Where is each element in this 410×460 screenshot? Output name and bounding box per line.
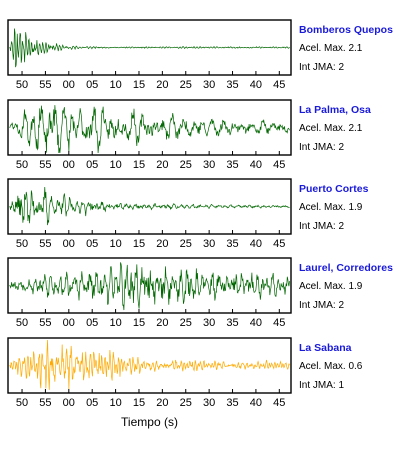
x-tick-label: 20 [156,159,168,171]
x-tick-label: 50 [16,159,28,171]
station-name: Laurel, Corredores [299,262,393,274]
x-tick-label: 10 [109,79,121,91]
x-tick-label: 30 [203,159,215,171]
x-tick-label: 45 [273,238,285,250]
waveform-line [9,339,290,390]
panel-frame [7,178,292,235]
station-name: La Sabana [299,342,352,354]
accel-max-label: Acel. Max. 1.9 [299,281,363,292]
x-tick-label: 25 [180,317,192,329]
x-tick-label: 40 [250,238,262,250]
x-tick-label: 00 [63,159,75,171]
x-tick-label: 20 [156,317,168,329]
x-tick-label: 10 [109,238,121,250]
x-tick-label: 55 [39,238,51,250]
x-tick-label: 15 [133,397,145,409]
x-tick-label: 25 [180,238,192,250]
x-tick-label: 30 [203,79,215,91]
x-tick-label: 35 [226,159,238,171]
jma-intensity-label: Int JMA: 1 [299,380,344,391]
x-tick-label: 50 [16,397,28,409]
x-tick-label: 55 [39,159,51,171]
x-tick-label: 50 [16,79,28,91]
x-tick-label: 25 [180,79,192,91]
station-name: Puerto Cortes [299,183,369,195]
x-tick-label: 25 [180,159,192,171]
accel-max-label: Acel. Max. 2.1 [299,43,363,54]
x-tick-label: 45 [273,317,285,329]
x-tick-label: 55 [39,317,51,329]
x-tick-label: 35 [226,79,238,91]
x-tick-label: 40 [250,159,262,171]
x-tick-label: 35 [226,317,238,329]
x-tick-label: 10 [109,317,121,329]
x-tick-label: 05 [86,159,98,171]
station-panel: 50 55 00 05 10 15 20 25 30 35 40 45 Puerto Cortes Ace… [7,178,369,250]
x-tick-label: 50 [16,238,28,250]
x-tick-label: 40 [250,317,262,329]
x-tick-label: 15 [133,317,145,329]
jma-intensity-label: Int JMA: 2 [299,142,344,153]
x-tick-label: 45 [273,79,285,91]
waveform-line [9,187,290,226]
jma-intensity-label: Int JMA: 2 [299,300,344,311]
panel-frame [7,19,292,76]
x-tick-label: 05 [86,238,98,250]
x-tick-label: 45 [273,397,285,409]
station-panel: 50 55 00 05 10 15 20 25 30 35 40 45 La Palma, Osa Ace… [7,99,371,171]
accel-max-label: Acel. Max. 1.9 [299,202,363,213]
x-tick-label: 00 [63,238,75,250]
x-tick-label: 10 [109,159,121,171]
x-tick-label: 05 [86,317,98,329]
x-tick-label: 20 [156,238,168,250]
x-tick-label: 45 [273,159,285,171]
x-tick-label: 05 [86,79,98,91]
panel-frame [7,337,292,394]
x-tick-label: 15 [133,159,145,171]
x-tick-label: 20 [156,397,168,409]
panel-frame [7,257,292,314]
x-tick-label: 40 [250,79,262,91]
x-tick-label: 40 [250,397,262,409]
waveform-line [9,105,290,154]
accel-max-label: Acel. Max. 2.1 [299,123,363,134]
x-tick-label: 35 [226,238,238,250]
x-axis-label: Tiempo (s) [121,415,178,429]
jma-intensity-label: Int JMA: 2 [299,221,344,232]
station-panel: 50 55 00 05 10 15 20 25 30 35 40 45 Laurel, Corredor… [7,257,393,329]
waveform-line [9,28,290,68]
x-tick-label: 55 [39,79,51,91]
x-tick-label: 25 [180,397,192,409]
x-tick-label: 10 [109,397,121,409]
x-tick-label: 00 [63,79,75,91]
station-name: Bomberos Quepos [299,24,393,36]
waveform-line [9,262,290,311]
x-tick-label: 00 [63,397,75,409]
x-tick-label: 05 [86,397,98,409]
station-panel: 50 55 00 05 10 15 20 25 30 35 40 45 La Sabana Acel. M… [7,337,363,409]
x-tick-label: 30 [203,238,215,250]
x-tick-label: 20 [156,79,168,91]
panel-frame [7,99,292,156]
station-panel: 50 55 00 05 10 15 20 25 30 35 40 45 Bomberos Quepos A… [7,19,393,91]
x-tick-label: 15 [133,79,145,91]
x-tick-label: 30 [203,397,215,409]
jma-intensity-label: Int JMA: 2 [299,62,344,73]
x-tick-label: 55 [39,397,51,409]
x-tick-label: 00 [63,317,75,329]
station-name: La Palma, Osa [299,104,371,116]
x-tick-label: 50 [16,317,28,329]
accel-max-label: Acel. Max. 0.6 [299,361,363,372]
x-tick-label: 35 [226,397,238,409]
x-tick-label: 30 [203,317,215,329]
x-tick-label: 15 [133,238,145,250]
